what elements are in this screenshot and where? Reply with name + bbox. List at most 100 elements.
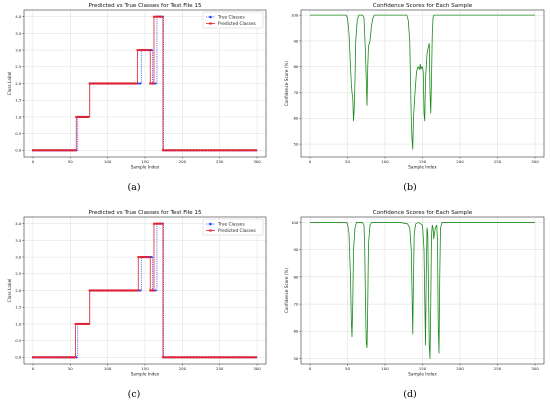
y-tick-label: 60 [293, 116, 298, 121]
data-point [150, 49, 153, 52]
y-tick-label: 2.0 [15, 81, 22, 86]
series-markers-1 [31, 222, 257, 359]
y-tick-label: 1.0 [15, 321, 22, 326]
caption-b: (b) [403, 182, 417, 193]
confidence-line [310, 14, 535, 150]
data-point [87, 115, 90, 119]
chart-title: Predicted vs True Classes for Test File … [88, 3, 202, 9]
x-tick-label: 250 [216, 366, 224, 371]
y-tick-label: 0.5 [15, 131, 22, 136]
confidence-line [310, 222, 535, 359]
data-point [150, 256, 153, 259]
y-tick-label: 80 [293, 274, 298, 279]
data-point [254, 356, 257, 359]
x-axis-label: Sample Index [408, 165, 437, 170]
x-tick-label: 50 [345, 366, 350, 371]
y-tick-label: 3.0 [15, 47, 22, 52]
y-tick-label: 1.0 [15, 114, 22, 119]
legend-marker [209, 15, 212, 19]
legend-marker [209, 222, 212, 226]
x-tick-label: 0 [32, 159, 35, 164]
x-tick-label: 50 [68, 366, 73, 371]
x-tick-label: 0 [32, 366, 35, 371]
x-tick-label: 250 [494, 366, 502, 371]
y-axis-label: Confidence Score (%) [284, 61, 289, 107]
chart-title: Confidence Scores for Each Sample [373, 3, 473, 9]
y-tick-label: 3.5 [15, 31, 22, 36]
y-tick-label: 1.5 [15, 305, 22, 310]
legend-marker [209, 229, 212, 232]
data-point [139, 289, 142, 292]
legend-marker [209, 22, 212, 25]
x-tick-label: 100 [381, 366, 389, 371]
caption-c: (c) [128, 389, 141, 400]
x-axis-label: Sample Index [408, 372, 437, 377]
y-tick-label: 80 [293, 64, 298, 69]
y-tick-label: 3.0 [15, 254, 22, 259]
y-tick-label: 70 [293, 302, 298, 307]
y-axis-label: Class Label [7, 279, 12, 303]
x-tick-label: 250 [216, 159, 224, 164]
x-tick-label: 300 [253, 159, 261, 164]
data-point [151, 82, 155, 85]
chart-title: Predicted vs True Classes for Test File … [88, 210, 202, 216]
legend-box [202, 11, 264, 29]
y-tick-label: 0.5 [15, 338, 22, 343]
x-tick-label: 50 [68, 159, 73, 164]
y-tick-label: 50 [293, 356, 298, 361]
data-point [134, 82, 138, 85]
data-point [137, 82, 141, 85]
legend-label: True Classes [217, 222, 245, 228]
y-tick-label: 4.0 [15, 14, 22, 19]
y-tick-label: 100 [291, 220, 299, 225]
caption-a: (a) [127, 182, 140, 193]
plot-frame [23, 216, 267, 365]
x-tick-label: 150 [141, 366, 149, 371]
plot-frame [23, 9, 267, 158]
x-tick-label: 50 [345, 159, 350, 164]
chart-d-confidence-scores: 0 50 100 150 200 250 300 50 60 70 80 90 100 Confidenc… [284, 210, 545, 377]
data-point [73, 149, 77, 152]
y-tick-label: 1.5 [15, 98, 22, 103]
y-tick-label: 2.5 [15, 271, 22, 276]
legend-box [202, 218, 264, 236]
x-axis-label: Sample Index [131, 372, 160, 377]
chart-c-predicted-vs-true: 0 50 100 150 200 250 300 0.0 0.5 1.0 1.5 2.0 2.5 3.0 3… [7, 210, 267, 377]
x-tick-label: 150 [419, 159, 427, 164]
y-tick-label: 50 [293, 142, 298, 147]
y-tick-label: 2.0 [15, 288, 22, 293]
caption-d: (d) [403, 389, 417, 400]
data-point [160, 15, 163, 18]
plot-frame [300, 9, 545, 158]
x-tick-label: 100 [381, 159, 389, 164]
plot-frame [300, 216, 545, 365]
x-tick-label: 100 [104, 366, 112, 371]
x-tick-label: 0 [309, 366, 312, 371]
data-point [147, 255, 150, 259]
x-tick-label: 150 [141, 159, 149, 164]
y-tick-label: 70 [293, 90, 298, 95]
data-point [254, 149, 257, 152]
x-tick-label: 300 [531, 159, 539, 164]
x-tick-label: 100 [104, 159, 112, 164]
y-tick-label: 0.0 [15, 355, 22, 360]
x-axis-label: Sample Index [131, 165, 160, 170]
y-axis-label: Confidence Score (%) [284, 268, 289, 314]
legend-label: Predicted Classes [218, 228, 256, 234]
y-tick-label: 0.0 [15, 148, 22, 153]
y-tick-label: 2.5 [15, 64, 22, 69]
legend-label: Predicted Classes [218, 21, 256, 27]
x-tick-label: 0 [309, 159, 312, 164]
data-point [136, 289, 139, 292]
data-point [139, 82, 142, 85]
chart-a-predicted-vs-true: 0 50 100 150 200 250 300 0.0 0.5 1.0 1.5 2.0 2.5 3.0 3… [7, 3, 267, 170]
x-tick-label: 200 [179, 159, 187, 164]
series-markers-1 [31, 15, 257, 152]
legend-label: True Classes [217, 15, 245, 21]
y-axis-label: Class Label [7, 72, 12, 96]
y-tick-label: 4.0 [15, 221, 22, 226]
x-tick-label: 250 [494, 159, 502, 164]
y-tick-label: 90 [293, 38, 298, 43]
